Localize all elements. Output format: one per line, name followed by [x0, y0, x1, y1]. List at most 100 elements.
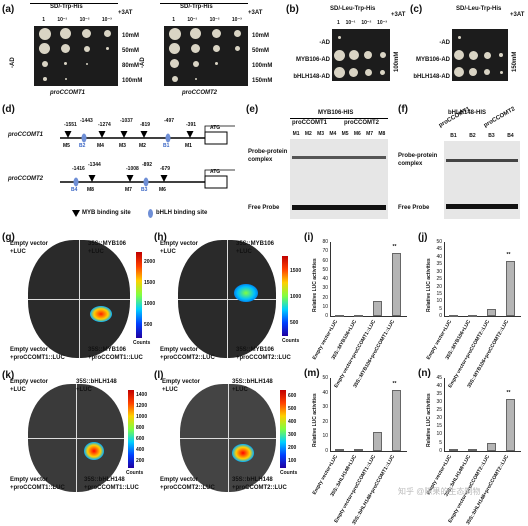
site-label: M7	[125, 187, 132, 193]
h-tl: Empty vector +LUC	[160, 241, 199, 255]
a-left-side: -AD	[10, 57, 16, 68]
chart-axis	[444, 242, 521, 318]
y-tick-label: 50	[322, 375, 328, 381]
y-tick-label: 20	[322, 294, 328, 301]
a-left-header: SD/-Trp-His	[50, 4, 83, 10]
yeast-spot	[191, 44, 200, 53]
yeast-spot	[364, 51, 373, 59]
g-bl: Empty vector +proCCOMT1::LUC	[10, 347, 65, 361]
yeast-spot	[170, 59, 179, 68]
yeast-spot	[213, 45, 220, 52]
g-scale: 2000 1500 1000 500	[144, 259, 156, 328]
y-tick-label: 40	[322, 389, 328, 396]
k-tr: 35S::bHLH148 +LUC	[76, 379, 117, 393]
site-position: -1037	[120, 118, 133, 124]
d-promoter1: proCCOMT1	[8, 132, 43, 138]
f-lanes: B1 B2 B3 B4	[450, 133, 514, 139]
a-right-header: SD/-Trp-His	[180, 4, 213, 10]
b-conc: 100mM	[394, 51, 400, 72]
y-tick-label: 10	[322, 303, 328, 310]
e-title: MYB106-HIS	[318, 110, 354, 116]
a-right-3at: +3AT	[248, 10, 263, 16]
bar	[487, 308, 496, 317]
l-tl: Empty vector +LUC	[162, 379, 201, 393]
yeast-spot	[499, 53, 503, 57]
h-leaf	[178, 240, 276, 358]
k-bl: Empty vector +proCCOMT1::LUC	[10, 477, 65, 491]
bar	[392, 389, 401, 451]
panel-label-b: (b)	[286, 4, 299, 15]
a-right-conc: 10mM 50mM 100mM 150mM	[252, 33, 273, 84]
site-position: -1443	[80, 118, 93, 124]
chart-axis	[330, 378, 407, 452]
b-rows: -AD MYB106-AD bHLH148-AD	[293, 40, 330, 80]
y-tick-label: 40	[436, 253, 442, 260]
promoter-map	[60, 125, 235, 189]
site-label: M5	[63, 143, 70, 149]
y-tick-label: 0	[325, 447, 328, 454]
a-right-caption: proCCOMT2	[182, 90, 217, 96]
a-left-conc: 10mM 50mM 80mM 100mM	[122, 33, 143, 84]
y-tick-label: 20	[436, 283, 442, 290]
yeast-spot	[215, 62, 218, 65]
y-tick-label: 25	[436, 276, 442, 283]
tss-arrow	[204, 125, 235, 138]
yeast-spot	[64, 62, 67, 65]
yeast-spot	[469, 68, 477, 77]
chart-i: (i) Relative LUC activities 0 10 20 30 40 50 60 7…	[304, 232, 414, 389]
atg-box	[204, 175, 228, 189]
yeast-spot	[83, 45, 90, 52]
site-label: M2	[139, 143, 146, 149]
yeast-spot	[106, 47, 109, 50]
y-tick-label: 15	[436, 423, 442, 430]
b-header: SD/-Leu-Trp-His	[330, 6, 376, 12]
yeast-spot	[41, 60, 48, 67]
k-leaf	[28, 384, 124, 492]
myb-site-icon	[186, 131, 194, 138]
bhlh-site-icon	[73, 177, 79, 187]
yeast-spot	[364, 68, 372, 76]
panel-label-c: (c)	[410, 4, 423, 15]
l-unit: Counts	[280, 470, 298, 476]
l-tr: 35S::bHLH148 +LUC	[232, 379, 273, 393]
bhlh-legend-icon	[148, 209, 153, 218]
watermark: 知乎 @陈果的生态制物	[398, 487, 481, 496]
chart-axis	[444, 378, 521, 452]
e-free-band	[292, 205, 386, 210]
y-tick-label: 30	[322, 285, 328, 292]
d-legend-myb: MYB binding site	[82, 210, 131, 216]
bhlh-site-icon	[81, 133, 87, 143]
chart-m: (m) Relative LUC activities 0 10 20 30 40 50 Emp…	[304, 368, 414, 526]
yeast-spot	[61, 44, 70, 53]
y-tick-label: 30	[436, 268, 442, 275]
d-legend-bhlh: bHLH binding site	[156, 210, 208, 216]
myb-site-icon	[140, 131, 148, 138]
yeast-spot	[348, 50, 359, 60]
site-position: -391	[186, 122, 197, 128]
g-br: 35S::MYB106 +proCCOMT1::LUC	[88, 347, 143, 361]
yeast-spot	[454, 67, 464, 78]
site-position: -819	[140, 122, 151, 128]
a-left-dilutions: 1 10⁻¹ 10⁻² 10⁻³	[42, 17, 112, 23]
bhlh-site-icon	[143, 177, 149, 187]
a-right-plate	[164, 26, 248, 86]
yeast-spot	[379, 52, 386, 58]
k-scale: 1400 1200 1000 800 600 400 200	[136, 392, 148, 464]
y-tick-label: 10	[322, 433, 328, 440]
bar	[468, 448, 477, 451]
significance-label: **	[506, 389, 511, 396]
b-plate	[332, 29, 390, 81]
chart-panel-label: (i)	[304, 232, 314, 243]
yeast-spot	[337, 36, 341, 40]
atg-box	[204, 131, 228, 145]
y-tick-label: 15	[436, 290, 442, 297]
significance-label: **	[392, 244, 397, 251]
h-scale: 1500 1000 500	[290, 268, 302, 326]
site-position: -1416	[72, 166, 85, 172]
y-tick-label: 25	[436, 407, 442, 414]
chart-panel-label: (j)	[418, 232, 428, 243]
a-left-3at: +3AT	[118, 10, 133, 16]
y-tick-label: 35	[436, 261, 442, 268]
myb-site-icon	[88, 175, 96, 182]
yeast-spot	[457, 36, 461, 40]
